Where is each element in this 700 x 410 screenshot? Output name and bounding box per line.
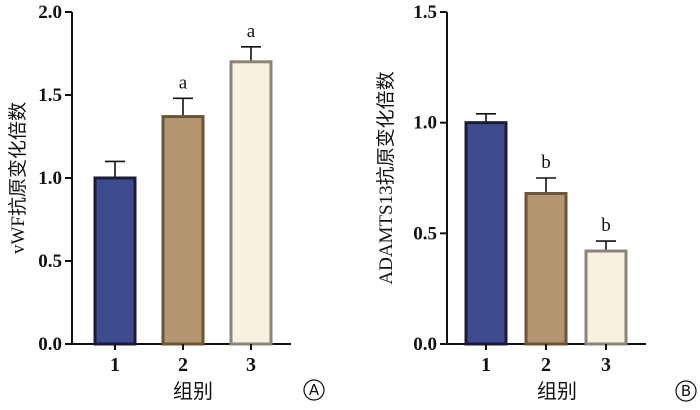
y-tick-label: 1.0	[413, 113, 437, 134]
bar	[161, 115, 205, 346]
significance-letter: b	[541, 152, 551, 173]
y-tick-label: 2.0	[38, 2, 62, 23]
significance-letter: a	[247, 21, 256, 42]
bar	[93, 176, 137, 346]
y-tick-label: 0.0	[38, 334, 62, 355]
y-tick-label: 1.5	[38, 85, 62, 106]
x-tick-label: 3	[246, 354, 256, 376]
bar	[464, 121, 508, 346]
panel-label-circle	[675, 380, 697, 402]
bar	[524, 191, 568, 346]
chart-panel-a: vWF抗原变化倍数 组别 A 0.0 0.5 1.0 1.5 2.0 1 2 a 3 a	[7, 2, 325, 403]
significance-letter: b	[601, 215, 611, 236]
chart-panel-b: ADAMTS13抗原变化倍数 组别 B 0.0 0.5 1.0 1.5 1 2 b 3 b	[375, 2, 697, 403]
x-tick-label: 2	[178, 354, 188, 376]
bar	[229, 60, 273, 346]
bar	[584, 249, 628, 346]
y-tick-label: 0.0	[413, 334, 437, 355]
panel-label: B	[681, 382, 691, 400]
x-axis-label: 组别	[537, 379, 577, 403]
y-tick-label: 1.5	[413, 2, 437, 23]
y-tick-label: 0.5	[38, 251, 62, 272]
x-tick-label: 1	[481, 354, 491, 376]
y-axis-label: ADAMTS13抗原变化倍数	[375, 71, 397, 284]
panel-label-circle	[303, 379, 325, 401]
y-axis-label: vWF抗原变化倍数	[7, 102, 29, 254]
panel-label: A	[309, 381, 320, 399]
x-tick-label: 3	[601, 354, 611, 376]
x-axis-label: 组别	[173, 379, 213, 403]
significance-letter: a	[179, 72, 188, 93]
y-tick-label: 0.5	[413, 223, 437, 244]
x-tick-label: 1	[110, 354, 120, 376]
y-tick-label: 1.0	[38, 168, 62, 189]
x-tick-label: 2	[541, 354, 551, 376]
